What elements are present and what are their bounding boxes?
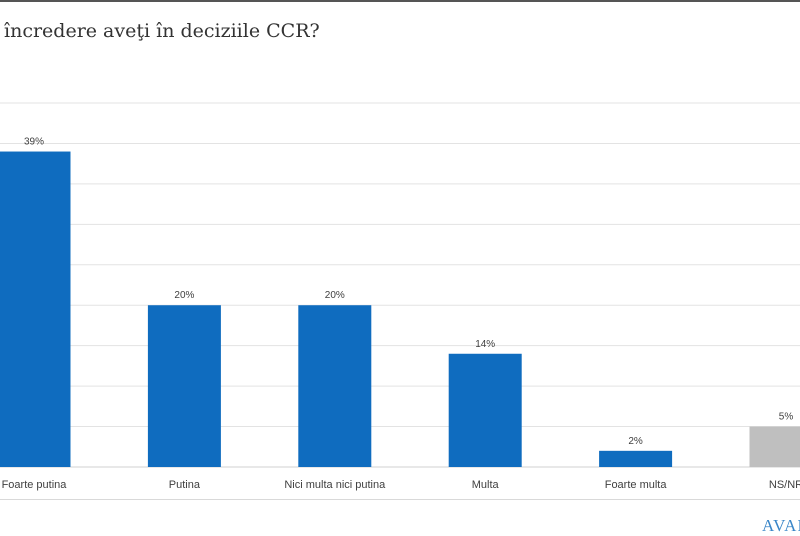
bar-1 (148, 305, 221, 467)
data-label: 39% (24, 137, 44, 148)
category-label: NS/NR (769, 479, 800, 491)
category-label: Foarte putina (2, 479, 68, 491)
avangarde-logo: AVAN (762, 516, 800, 536)
data-label: 20% (325, 290, 345, 301)
bar-4 (599, 451, 672, 467)
data-label: 14% (475, 339, 495, 350)
bar-2 (298, 305, 371, 467)
data-label: 20% (174, 290, 194, 301)
bar-5 (750, 427, 800, 467)
category-label: Foarte multa (605, 479, 668, 491)
category-label: Putina (169, 479, 201, 491)
bottom-divider (0, 499, 800, 500)
category-label: Multa (472, 479, 500, 491)
bar-3 (449, 354, 522, 467)
bar-0 (0, 152, 71, 467)
category-label: Nici multa nici putina (284, 479, 386, 491)
data-label: 5% (779, 412, 794, 423)
data-label: 2% (628, 436, 643, 447)
